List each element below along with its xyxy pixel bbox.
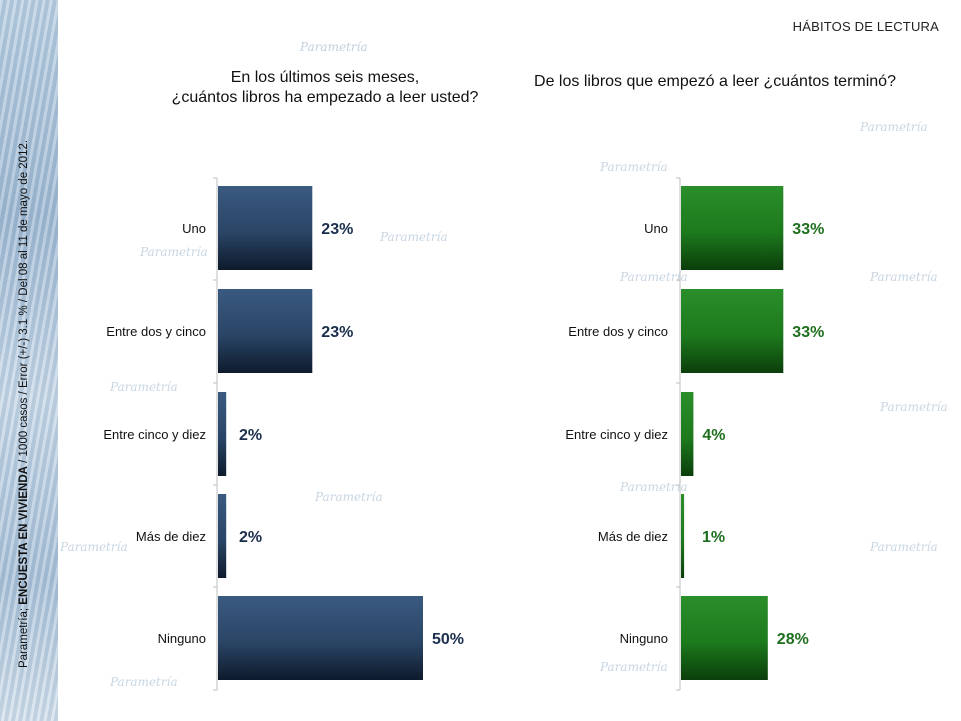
right-chart-bar [681,596,768,680]
left-chart-title: En los últimos seis meses, ¿cuántos libro… [110,68,540,108]
watermark-text: Parametría [300,40,368,54]
watermark-text: Parametría [110,675,178,689]
watermark-text: Parametría [870,540,938,554]
watermark-text: Parametría [315,490,383,504]
left-chart-title-line: ¿cuántos libros ha empezado a leer usted… [171,89,479,106]
right-chart-value-label: 33% [792,221,824,238]
watermark-text: Parametría [110,380,178,394]
left-chart-category-label: Entre dos y cinco [106,324,206,339]
watermark-text: Parametría [60,540,128,554]
left-chart-value-label: 50% [432,631,464,648]
watermark-text: Parametría [380,230,448,244]
right-chart-category-label: Entre cinco y diez [565,427,668,442]
watermark-text: Parametría [860,120,928,134]
right-chart-bar [681,289,784,373]
watermark-text: Parametría [880,400,948,414]
right-chart-bar [681,494,685,578]
right-chart-category-label: Entre dos y cinco [568,324,668,339]
right-chart-bar [681,186,784,270]
left-chart-category-label: Más de diez [136,529,206,544]
left-chart-bar [218,494,227,578]
right-chart-value-label: 28% [777,631,809,648]
watermark-text: Parametría [600,160,668,174]
left-chart-value-label: 23% [321,221,353,238]
watermark-text: Parametría [620,270,688,284]
watermark-text: Parametría [620,480,688,494]
left-chart-value-label: 2% [239,427,262,444]
left-chart-category-label: Entre cinco y diez [103,427,206,442]
right-chart-category-label: Uno [644,221,668,236]
right-chart-bar [681,392,694,476]
watermark-text: Parametría [600,660,668,674]
left-chart-value-label: 2% [239,529,262,546]
right-chart-title: De los libros que empezó a leer ¿cuántos… [515,72,915,92]
left-chart-title-line: En los últimos seis meses, [230,69,420,86]
right-chart-category-label: Más de diez [598,529,668,544]
left-chart-bar [218,289,313,373]
left-chart-bar [218,186,313,270]
right-chart-value-label: 1% [702,529,725,546]
left-chart-category-label: Ninguno [158,631,206,646]
left-chart-bar [218,392,227,476]
watermark-text: Parametría [870,270,938,284]
page-title: HÁBITOS DE LECTURA [792,19,939,34]
right-chart-value-label: 4% [702,427,725,444]
watermark-text: Parametría [300,40,368,54]
left-chart-category-label: Uno [182,221,206,236]
left-chart-value-label: 23% [321,324,353,341]
right-chart-title-line: De los libros que empezó a leer ¿cuántos… [534,73,896,90]
sidebar-decoration [0,0,58,721]
right-chart-value-label: 33% [792,324,824,341]
watermark-text: Parametría [140,245,208,259]
left-chart-bar [218,596,423,680]
right-chart-category-label: Ninguno [620,631,668,646]
